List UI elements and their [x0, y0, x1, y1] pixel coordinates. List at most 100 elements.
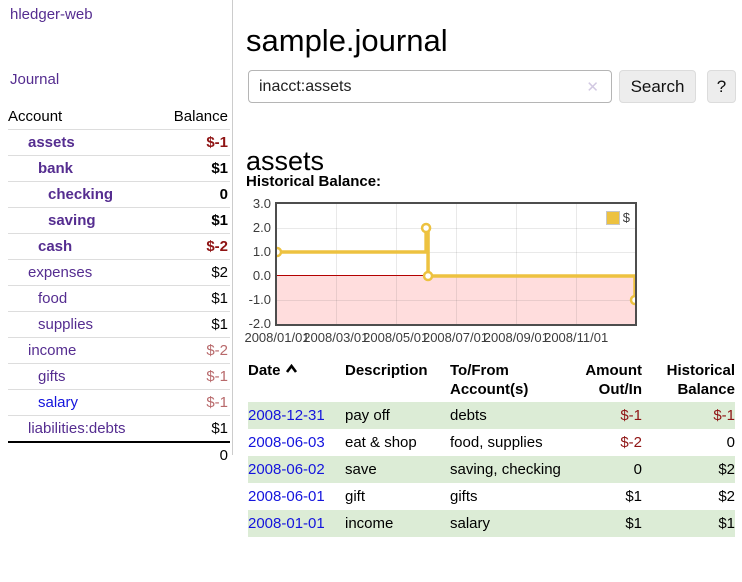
help-button[interactable]: ? — [707, 70, 736, 103]
transaction-accounts: debts — [450, 407, 487, 424]
transaction-date-link[interactable]: 2008-01-01 — [248, 515, 325, 532]
transactions-table: Date Description To/From Account(s) Amou… — [248, 361, 735, 537]
account-row: checking 0 — [8, 181, 230, 208]
x-tick-label: 2008/05/01 — [363, 330, 429, 345]
transaction-accounts: saving, checking — [450, 461, 561, 478]
sidebar: hledger-web Journal Account Balance asse… — [0, 0, 233, 468]
search-box: ✕ — [248, 70, 612, 103]
x-tick-label: 2008/11/01 — [544, 330, 609, 345]
transaction-description: gift — [345, 488, 366, 505]
header-date[interactable]: Date — [248, 361, 345, 402]
account-link-expenses[interactable]: expenses — [28, 264, 93, 281]
account-row: salary $-1 — [8, 389, 230, 416]
account-name-cell: assets — [8, 129, 159, 156]
chart-plot-area: $ — [275, 202, 637, 326]
data-point-marker — [420, 222, 432, 234]
header-tofrom-accounts[interactable]: To/From Account(s) — [450, 362, 529, 398]
vertical-gridline — [456, 204, 457, 324]
accounts-table: Account Balance assets $-1 bank $1 checking 0… — [8, 104, 230, 468]
account-balance: $1 — [158, 155, 230, 182]
account-balance: $1 — [211, 420, 228, 437]
chart-legend: $ — [604, 209, 631, 226]
vertical-gridline — [516, 204, 517, 324]
search-button[interactable]: Search — [619, 70, 696, 103]
transaction-description: income — [345, 515, 394, 532]
accounts-body: assets $-1 bank $1 checking 0 saving $1 cash $-2 e… — [8, 129, 230, 443]
account-link-assets[interactable]: assets — [28, 134, 75, 151]
transaction-amount: $1 — [625, 515, 642, 532]
transaction-date-link[interactable]: 2008-06-03 — [248, 434, 325, 451]
chart-label: Historical Balance: — [246, 173, 382, 190]
accounts-header-balance: Balance — [158, 104, 230, 130]
account-link-saving[interactable]: saving — [48, 212, 96, 229]
transaction-amount: $-2 — [620, 434, 642, 451]
x-tick-label: 2008/01/01 — [244, 330, 310, 345]
account-balance: $2 — [158, 259, 230, 286]
account-heading: assets — [246, 146, 325, 177]
account-balance: $-2 — [158, 337, 230, 364]
header-historical-balance[interactable]: Historical Balance — [666, 362, 735, 398]
header-amount[interactable]: Amount Out/In — [585, 362, 642, 398]
y-tick-label: 3.0 — [252, 196, 271, 211]
transaction-row: 2008-01-01 income salary $1 $1 — [248, 510, 735, 537]
vertical-gridline — [396, 204, 397, 324]
account-balance: 0 — [158, 181, 230, 208]
account-row: liabilities:debts $1 — [8, 416, 230, 443]
account-name-cell: bank — [8, 155, 159, 182]
account-name-cell: supplies — [8, 311, 159, 338]
transaction-amount: $1 — [625, 488, 642, 505]
account-name-cell: saving — [8, 207, 159, 234]
transaction-amount: $-1 — [620, 407, 642, 424]
data-point-marker — [629, 294, 635, 306]
historical-balance-chart: $ 3.0 2.0 1.0 0.0 -1.0 -2.0 2008/01/01 2008/03/… — [244, 196, 645, 347]
data-point-marker — [422, 270, 434, 282]
account-link-income[interactable]: income — [28, 342, 77, 359]
account-link-salary[interactable]: salary — [38, 394, 79, 411]
account-link-cash[interactable]: cash — [38, 238, 73, 255]
header-date-label: Date — [248, 362, 281, 379]
account-link-liabilities-debts[interactable]: liabilities:debts — [28, 420, 126, 437]
account-link-supplies[interactable]: supplies — [38, 316, 94, 333]
y-tick-label: -2.0 — [248, 316, 271, 331]
x-tick-label: 2008/07/01 — [422, 330, 489, 345]
account-row: supplies $1 — [8, 311, 230, 338]
transaction-balance: $1 — [718, 515, 735, 532]
account-balance: $-1 — [158, 363, 230, 390]
accounts-total-spacer — [8, 441, 159, 468]
search-input[interactable] — [248, 70, 612, 103]
account-link-checking[interactable]: checking — [48, 186, 114, 203]
transactions-body: 2008-12-31 pay off debts $-1 $-1 2008-06-03 ea… — [248, 402, 735, 537]
account-link-bank[interactable]: bank — [38, 160, 74, 177]
account-name-cell: salary — [8, 389, 159, 416]
account-name-cell: gifts — [8, 363, 159, 390]
account-link-gifts[interactable]: gifts — [38, 368, 66, 385]
negative-region — [277, 276, 635, 324]
sort-ascending-icon — [285, 364, 297, 373]
account-name-cell: checking — [8, 181, 159, 208]
transaction-balance: $2 — [718, 488, 735, 505]
transaction-date-link[interactable]: 2008-06-02 — [248, 461, 325, 478]
account-name-cell: cash — [8, 233, 159, 260]
account-row: gifts $-1 — [8, 363, 230, 390]
account-balance: $-2 — [158, 233, 230, 260]
transaction-accounts: food, supplies — [450, 434, 543, 451]
header-description[interactable]: Description — [345, 362, 428, 379]
account-balance: $-1 — [158, 389, 230, 416]
legend-label: $ — [622, 210, 630, 225]
transaction-balance: $-1 — [713, 407, 735, 424]
sidebar-item-journal[interactable]: Journal — [10, 71, 60, 88]
account-link-food[interactable]: food — [38, 290, 68, 307]
transaction-date-cell: 2008-12-31 — [248, 402, 345, 429]
y-tick-label: 2.0 — [252, 220, 271, 235]
account-name-cell: food — [8, 285, 159, 312]
account-row: expenses $2 — [8, 259, 230, 286]
x-tick-label: 2008/09/01 — [483, 330, 549, 345]
y-tick-label: -1.0 — [248, 292, 271, 307]
transaction-date-link[interactable]: 2008-06-01 — [248, 488, 325, 505]
transaction-date-link[interactable]: 2008-12-31 — [248, 407, 325, 424]
balance-line-chart — [277, 222, 635, 306]
app-title-link[interactable]: hledger-web — [10, 6, 93, 23]
clear-search-icon[interactable]: ✕ — [586, 79, 599, 96]
transaction-amount: 0 — [633, 461, 642, 478]
